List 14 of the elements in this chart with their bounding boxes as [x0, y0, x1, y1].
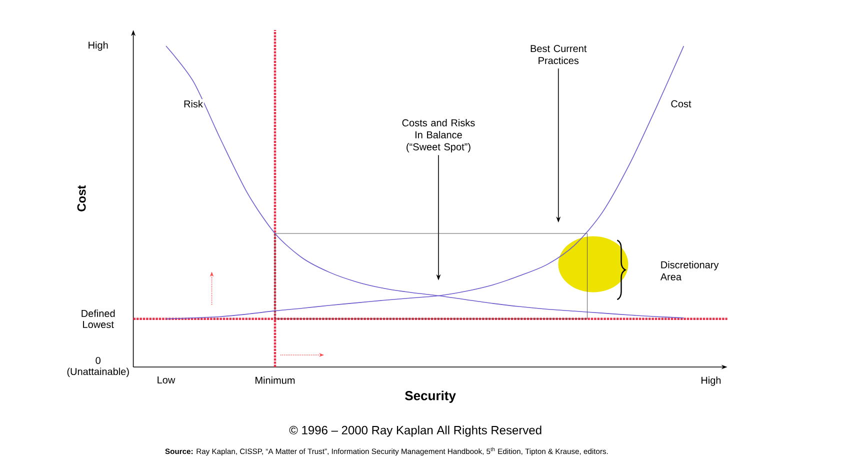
- x-tick-label: Low: [158, 376, 176, 384]
- x-tick-label: Minimum: [256, 376, 295, 384]
- y-axis-title: Cost: [77, 185, 86, 212]
- text: © 1996 – 2000 Ray Kaplan All Rights Reserved: [289, 426, 542, 437]
- annotation: Discretionary Area: [660, 261, 719, 280]
- x-tick-label: High: [701, 376, 721, 386]
- annotation: Best Current Practices: [530, 45, 587, 64]
- annotation: Costs and Risks In Balance (“Sweet Spot”): [402, 119, 475, 152]
- x-axis-title: Security: [405, 390, 456, 403]
- series-label: Cost: [671, 100, 692, 108]
- text: High: [88, 41, 108, 51]
- series-label: Risk: [184, 100, 203, 108]
- ref-line-label: Defined Lowest: [82, 310, 115, 328]
- text: 0 (Unattainable): [67, 356, 129, 378]
